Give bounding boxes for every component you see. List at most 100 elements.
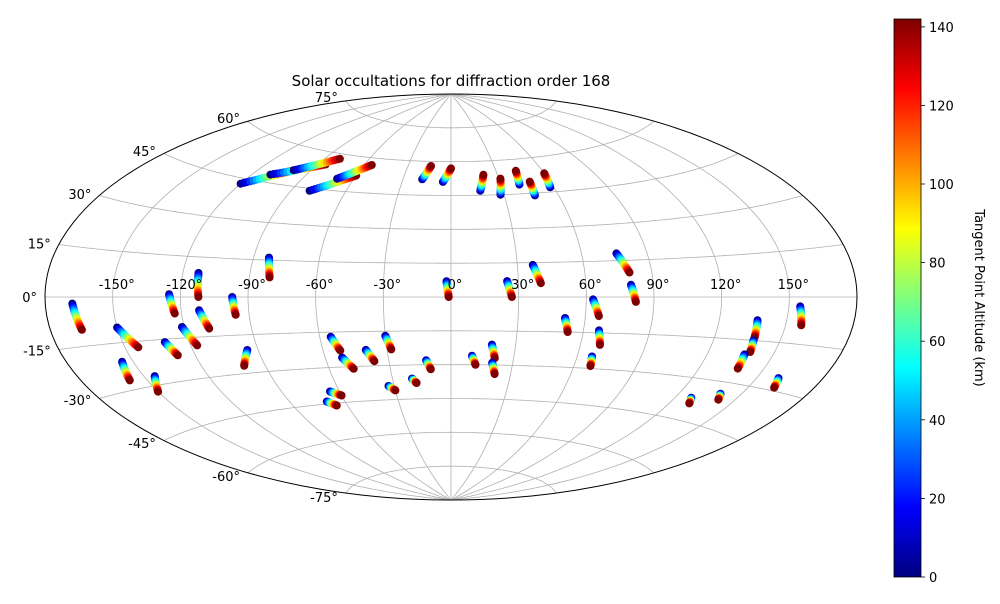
lon-gridline <box>179 94 452 500</box>
occultation-track <box>442 277 453 301</box>
track-point <box>426 365 435 374</box>
occultation-track <box>503 277 516 301</box>
lat-tick-label: 30° <box>68 188 91 203</box>
lon-tick-label: 120° <box>710 278 741 293</box>
track-point <box>631 297 640 306</box>
latitude-tick-labels: -75° -60° -45° -30° -15° 0° 15° 30° 45° 60° 75° <box>22 91 338 506</box>
occultation-track <box>511 166 524 189</box>
occultation-track <box>540 169 555 192</box>
track-point <box>586 362 595 371</box>
lat-tick-label: -60° <box>212 470 240 485</box>
lat-tick-label: -75° <box>310 491 338 506</box>
lon-tick-label: 0° <box>448 278 463 293</box>
lon-tick-label: 90° <box>646 278 669 293</box>
occultation-track <box>240 346 252 370</box>
lat-tick-label: 15° <box>28 238 51 253</box>
track-point <box>540 169 549 178</box>
occultation-track <box>733 350 749 373</box>
track-point <box>154 387 163 396</box>
occultation-track <box>438 164 455 186</box>
lon-gridline <box>247 94 452 500</box>
chart-title: Solar occultations for diffraction order… <box>292 72 611 90</box>
track-point <box>193 341 202 350</box>
track-point <box>496 174 505 183</box>
occultation-track <box>165 290 179 318</box>
occultation-track <box>796 302 806 330</box>
track-point <box>194 293 203 301</box>
lon-tick-label: 60° <box>579 278 602 293</box>
track-point <box>231 310 240 319</box>
occultation-track <box>326 387 346 400</box>
lat-tick-label: 60° <box>217 112 240 127</box>
occultation-track <box>685 393 696 408</box>
track-point <box>471 360 480 369</box>
colorbar-tick-label: 0 <box>929 571 937 586</box>
lon-tick-label: -150° <box>99 278 135 293</box>
colorbar: 0 20 40 60 80 100 120 140 Tangent Point Altitud… <box>893 18 986 586</box>
track-point <box>125 376 134 385</box>
lon-gridline <box>382 94 452 500</box>
occultation-track <box>195 306 214 333</box>
track-point <box>336 346 345 355</box>
colorbar-tick-label: 20 <box>929 492 946 507</box>
occultation-track <box>476 170 488 195</box>
lon-gridline <box>450 94 655 500</box>
track-point <box>77 325 86 334</box>
occultation-track <box>264 253 274 282</box>
occultation-track <box>586 352 596 371</box>
track-point <box>370 357 379 366</box>
track-point <box>595 340 604 349</box>
lon-gridline <box>112 94 452 500</box>
lat-tick-label: -15° <box>23 344 51 359</box>
lon-tick-label: -60° <box>306 278 334 293</box>
occultation-track <box>289 154 344 175</box>
colorbar-tick-label: 140 <box>929 21 954 36</box>
occultation-track <box>228 293 240 319</box>
lon-gridline <box>315 94 452 500</box>
track-point <box>479 170 488 179</box>
track-point <box>594 312 603 321</box>
colorbar-tick-label: 100 <box>929 178 954 193</box>
track-point <box>427 162 435 170</box>
track-point <box>714 395 723 404</box>
occultation-track <box>488 358 499 379</box>
lat-tick-label: -30° <box>64 394 92 409</box>
track-point <box>170 309 179 318</box>
lat-tick-label: -45° <box>128 437 156 452</box>
occultation-track <box>746 336 758 356</box>
track-point <box>337 391 346 400</box>
colorbar-ticks: 0 20 40 60 80 100 120 140 <box>921 21 954 586</box>
occultation-track <box>150 372 163 396</box>
track-point <box>797 321 806 330</box>
track-point <box>391 386 400 395</box>
occultation-track <box>381 331 396 354</box>
occultation-track <box>118 357 134 385</box>
longitude-tick-labels: -150° -120° -90° -60° -30° 0° 30° 60° 90° 120° 150… <box>99 278 809 293</box>
track-point <box>685 399 694 408</box>
occultation-track <box>68 299 86 334</box>
track-point <box>412 379 421 387</box>
occultation-track <box>178 323 202 350</box>
lon-gridline <box>450 94 587 500</box>
occultation-track <box>326 332 345 355</box>
occultation-track <box>468 351 480 369</box>
track-point <box>205 324 214 333</box>
occultation-track <box>750 316 762 342</box>
occultation-track <box>384 382 400 395</box>
lon-tick-label: 150° <box>778 278 809 293</box>
occultation-track <box>595 326 604 349</box>
lat-tick-label: 75° <box>315 91 338 106</box>
track-point <box>367 161 376 169</box>
occultation-track <box>322 397 341 410</box>
track-point <box>349 364 358 373</box>
occultation-track <box>496 174 505 199</box>
colorbar-gradient <box>893 18 922 578</box>
occultation-track <box>487 340 499 363</box>
track-point <box>563 328 572 336</box>
occultation-track <box>113 323 143 352</box>
lon-tick-label: 30° <box>511 278 534 293</box>
track-point <box>770 383 779 392</box>
track-point <box>507 293 516 301</box>
